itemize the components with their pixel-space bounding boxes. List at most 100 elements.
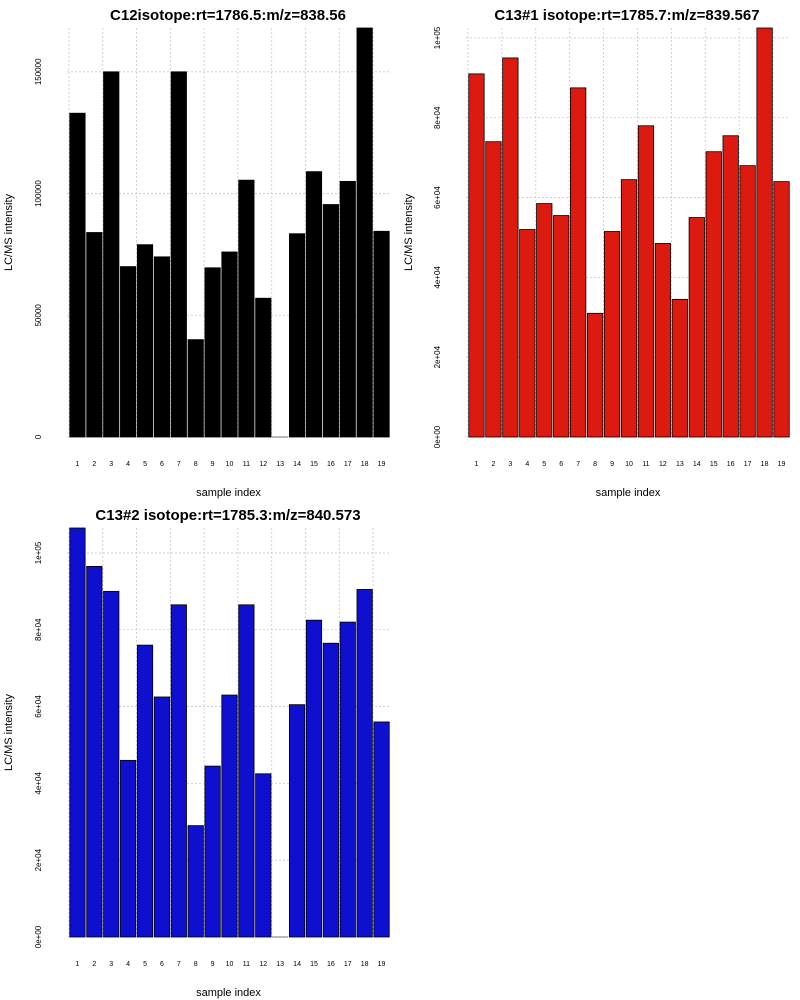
x-tick-label: 1 (75, 461, 79, 468)
bar-17 (339, 180, 356, 438)
x-tick-label: 17 (344, 461, 352, 468)
y-tick-label: 1e+05 (34, 541, 43, 564)
bar-12 (654, 243, 672, 438)
bar-8 (187, 825, 204, 938)
x-tick-label: 18 (761, 461, 769, 468)
bar-7 (170, 604, 187, 938)
x-tick-label: 14 (293, 961, 301, 968)
chart-panel-3: 1 2 3 4 5 6 7 8 9 10 11 12 13 14 15 16 17 18 190e+002e+044… (3, 507, 390, 999)
x-tick-label: 12 (259, 961, 267, 968)
x-tick-label: 7 (177, 461, 181, 468)
x-tick-label: 3 (109, 461, 113, 468)
x-tick-label: 2 (491, 461, 495, 468)
bar-3 (502, 57, 519, 438)
bar-5 (536, 203, 553, 438)
chart-panel-2: 1 2 3 4 5 6 7 8 9 10 11 12 13 14 15 16 17 18 190e+002e+044… (403, 7, 790, 499)
x-tick-label: 7 (177, 961, 181, 968)
x-tick-label: 4 (126, 961, 130, 968)
x-tick-label: 13 (276, 961, 284, 968)
bar-17 (739, 165, 756, 438)
x-axis-label: sample index (196, 487, 261, 499)
y-tick-label: 6e+04 (433, 186, 442, 209)
x-axis-label: sample index (196, 987, 261, 999)
y-tick-label: 4e+04 (34, 772, 43, 795)
x-tick-label: 6 (559, 461, 563, 468)
y-tick-label: 0e+00 (433, 425, 442, 448)
bar-4 (519, 229, 536, 438)
x-tick-label: 10 (226, 461, 234, 468)
y-tick-label: 8e+04 (433, 106, 442, 129)
x-tick-label: 11 (243, 961, 250, 968)
bar-4 (120, 759, 137, 938)
bar-15 (305, 619, 323, 938)
x-tick-label: 18 (361, 961, 369, 968)
x-tick-label: 11 (243, 461, 250, 468)
bar-14 (688, 217, 705, 438)
bar-7 (570, 87, 587, 438)
x-tick-label: 9 (211, 461, 215, 468)
bar-19 (773, 181, 790, 438)
x-tick-label: 4 (525, 461, 529, 468)
bar-1 (468, 73, 485, 438)
x-tick-label: 8 (593, 461, 597, 468)
bar-13 (671, 298, 688, 438)
bar-10 (221, 694, 238, 938)
x-tick-label: 17 (744, 461, 752, 468)
x-tick-label: 18 (361, 461, 369, 468)
bar-14 (288, 704, 306, 938)
bar-11 (637, 125, 655, 438)
bar-7 (170, 71, 187, 438)
bar-5 (136, 244, 154, 438)
bar-16 (322, 204, 339, 438)
bar-2 (86, 566, 103, 938)
y-tick-label: 1e+05 (433, 26, 442, 49)
y-axis-label: LC/MS intensity (403, 193, 415, 271)
y-tick-label: 8e+04 (34, 618, 43, 641)
y-tick-label: 50000 (34, 304, 43, 327)
x-tick-label: 19 (378, 461, 386, 468)
y-tick-label: 2e+04 (433, 345, 442, 368)
bar-16 (322, 642, 339, 938)
x-tick-label: 10 (625, 461, 633, 468)
chart-title: C13#1 isotope:rt=1785.7:m/z=839.567 (494, 7, 759, 24)
y-tick-label: 0e+00 (34, 925, 43, 948)
x-tick-label: 2 (92, 461, 96, 468)
bar-6 (153, 256, 171, 438)
bar-1 (69, 112, 86, 438)
x-tick-label: 8 (194, 961, 198, 968)
bar-11 (238, 604, 255, 938)
y-axis-label: LC/MS intensity (3, 193, 15, 271)
bar-16 (722, 135, 739, 438)
bar-5 (136, 644, 154, 938)
x-tick-label: 5 (143, 961, 147, 968)
bar-9 (204, 765, 221, 938)
x-tick-label: 15 (710, 461, 718, 468)
bar-3 (103, 71, 120, 438)
bar-10 (620, 179, 638, 438)
bar-2 (485, 141, 502, 438)
bar-8 (586, 312, 604, 438)
x-tick-label: 16 (727, 461, 735, 468)
bar-10 (221, 251, 238, 438)
x-tick-label: 13 (276, 461, 284, 468)
bar-19 (373, 230, 390, 438)
bar-18 (356, 27, 373, 438)
x-tick-label: 14 (293, 461, 301, 468)
x-tick-label: 13 (676, 461, 684, 468)
x-tick-label: 1 (75, 961, 79, 968)
x-tick-label: 12 (659, 461, 667, 468)
bar-17 (339, 621, 356, 938)
bar-1 (69, 527, 86, 938)
bar-6 (553, 215, 570, 438)
x-tick-label: 16 (327, 461, 335, 468)
bar-12 (255, 773, 272, 938)
x-tick-label: 5 (542, 461, 546, 468)
bar-6 (153, 696, 171, 938)
x-tick-label: 9 (610, 461, 614, 468)
x-tick-label: 17 (344, 961, 352, 968)
chart-title: C13#2 isotope:rt=1785.3:m/z=840.573 (95, 507, 360, 524)
x-tick-label: 11 (642, 461, 649, 468)
x-tick-label: 8 (194, 461, 198, 468)
x-axis-label: sample index (596, 487, 661, 499)
x-tick-label: 7 (576, 461, 580, 468)
